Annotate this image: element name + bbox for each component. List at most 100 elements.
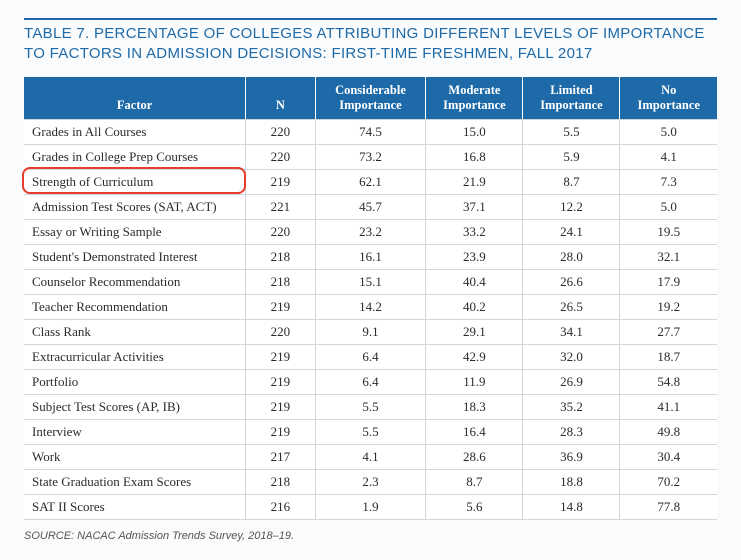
table-row: Grades in All Courses22074.515.05.55.0 <box>24 119 717 144</box>
value-cell: 36.9 <box>523 444 620 469</box>
value-cell: 16.1 <box>315 244 426 269</box>
value-cell: 30.4 <box>620 444 717 469</box>
factor-cell: SAT II Scores <box>24 494 246 519</box>
value-cell: 5.0 <box>620 194 717 219</box>
value-cell: 49.8 <box>620 419 717 444</box>
value-cell: 5.9 <box>523 144 620 169</box>
factor-cell: Grades in College Prep Courses <box>24 144 246 169</box>
table-row: Teacher Recommendation21914.240.226.519.… <box>24 294 717 319</box>
table-row: Admission Test Scores (SAT, ACT)22145.73… <box>24 194 717 219</box>
value-cell: 219 <box>246 169 315 194</box>
value-cell: 74.5 <box>315 119 426 144</box>
value-cell: 16.8 <box>426 144 523 169</box>
table-row: State Graduation Exam Scores2182.38.718.… <box>24 469 717 494</box>
value-cell: 32.0 <box>523 344 620 369</box>
table-row: Portfolio2196.411.926.954.8 <box>24 369 717 394</box>
value-cell: 28.6 <box>426 444 523 469</box>
value-cell: 219 <box>246 419 315 444</box>
value-cell: 40.2 <box>426 294 523 319</box>
value-cell: 9.1 <box>315 319 426 344</box>
value-cell: 219 <box>246 294 315 319</box>
value-cell: 18.3 <box>426 394 523 419</box>
value-cell: 37.1 <box>426 194 523 219</box>
value-cell: 220 <box>246 319 315 344</box>
value-cell: 45.7 <box>315 194 426 219</box>
value-cell: 4.1 <box>315 444 426 469</box>
value-cell: 219 <box>246 369 315 394</box>
value-cell: 219 <box>246 394 315 419</box>
value-cell: 21.9 <box>426 169 523 194</box>
table-row: Strength of Curriculum21962.121.98.77.3 <box>24 169 717 194</box>
value-cell: 73.2 <box>315 144 426 169</box>
value-cell: 1.9 <box>315 494 426 519</box>
column-header: LimitedImportance <box>523 77 620 120</box>
value-cell: 26.9 <box>523 369 620 394</box>
value-cell: 16.4 <box>426 419 523 444</box>
value-cell: 27.7 <box>620 319 717 344</box>
value-cell: 32.1 <box>620 244 717 269</box>
table-wrapper: FactorNConsiderableImportanceModerateImp… <box>24 77 717 520</box>
value-cell: 6.4 <box>315 344 426 369</box>
value-cell: 23.9 <box>426 244 523 269</box>
value-cell: 35.2 <box>523 394 620 419</box>
value-cell: 8.7 <box>426 469 523 494</box>
value-cell: 220 <box>246 144 315 169</box>
factor-cell: Admission Test Scores (SAT, ACT) <box>24 194 246 219</box>
value-cell: 14.8 <box>523 494 620 519</box>
value-cell: 18.7 <box>620 344 717 369</box>
factor-cell: Subject Test Scores (AP, IB) <box>24 394 246 419</box>
factor-cell: Counselor Recommendation <box>24 269 246 294</box>
value-cell: 40.4 <box>426 269 523 294</box>
column-header: Factor <box>24 77 246 120</box>
value-cell: 29.1 <box>426 319 523 344</box>
table-row: SAT II Scores2161.95.614.877.8 <box>24 494 717 519</box>
value-cell: 24.1 <box>523 219 620 244</box>
value-cell: 11.9 <box>426 369 523 394</box>
table-row: Essay or Writing Sample22023.233.224.119… <box>24 219 717 244</box>
value-cell: 19.2 <box>620 294 717 319</box>
value-cell: 218 <box>246 469 315 494</box>
value-cell: 19.5 <box>620 219 717 244</box>
value-cell: 14.2 <box>315 294 426 319</box>
table-row: Subject Test Scores (AP, IB)2195.518.335… <box>24 394 717 419</box>
value-cell: 4.1 <box>620 144 717 169</box>
value-cell: 34.1 <box>523 319 620 344</box>
value-cell: 5.5 <box>315 419 426 444</box>
factor-cell: Extracurricular Activities <box>24 344 246 369</box>
column-header: ConsiderableImportance <box>315 77 426 120</box>
value-cell: 5.6 <box>426 494 523 519</box>
table-row: Class Rank2209.129.134.127.7 <box>24 319 717 344</box>
factor-cell: Student's Demonstrated Interest <box>24 244 246 269</box>
value-cell: 5.5 <box>315 394 426 419</box>
table-row: Student's Demonstrated Interest21816.123… <box>24 244 717 269</box>
value-cell: 42.9 <box>426 344 523 369</box>
table-row: Grades in College Prep Courses22073.216.… <box>24 144 717 169</box>
value-cell: 28.0 <box>523 244 620 269</box>
table-title: TABLE 7. PERCENTAGE OF COLLEGES ATTRIBUT… <box>24 24 717 65</box>
value-cell: 15.0 <box>426 119 523 144</box>
table-row: Interview2195.516.428.349.8 <box>24 419 717 444</box>
value-cell: 17.9 <box>620 269 717 294</box>
value-cell: 62.1 <box>315 169 426 194</box>
factor-cell: Grades in All Courses <box>24 119 246 144</box>
value-cell: 41.1 <box>620 394 717 419</box>
factor-cell: Interview <box>24 419 246 444</box>
value-cell: 2.3 <box>315 469 426 494</box>
factor-cell: Teacher Recommendation <box>24 294 246 319</box>
value-cell: 8.7 <box>523 169 620 194</box>
factor-cell: Work <box>24 444 246 469</box>
value-cell: 26.6 <box>523 269 620 294</box>
value-cell: 218 <box>246 244 315 269</box>
table-row: Work2174.128.636.930.4 <box>24 444 717 469</box>
factor-cell: State Graduation Exam Scores <box>24 469 246 494</box>
column-header: N <box>246 77 315 120</box>
source-citation: SOURCE: NACAC Admission Trends Survey, 2… <box>24 530 717 542</box>
value-cell: 18.8 <box>523 469 620 494</box>
value-cell: 217 <box>246 444 315 469</box>
table-body: Grades in All Courses22074.515.05.55.0Gr… <box>24 119 717 519</box>
value-cell: 221 <box>246 194 315 219</box>
value-cell: 54.8 <box>620 369 717 394</box>
title-container: TABLE 7. PERCENTAGE OF COLLEGES ATTRIBUT… <box>24 18 717 65</box>
value-cell: 5.0 <box>620 119 717 144</box>
value-cell: 6.4 <box>315 369 426 394</box>
